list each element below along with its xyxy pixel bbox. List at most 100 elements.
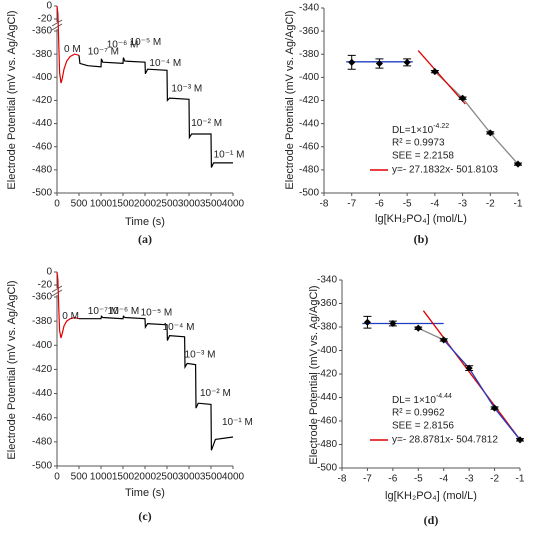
- y-axis-title: Electrode Potential (mV vs. Ag/AgCl): [308, 285, 320, 464]
- point: [403, 58, 411, 66]
- axis-break: [51, 23, 63, 31]
- x-tick-label: 2000: [134, 199, 157, 210]
- y-tick-label: -440: [32, 118, 52, 129]
- stat-dl-exp: -4.22: [433, 123, 449, 130]
- y-tick-label: -420: [317, 369, 337, 380]
- x-tick-label: 1500: [112, 472, 135, 483]
- y-tick-label: -460: [299, 141, 319, 152]
- x-tick-label: 2000: [134, 472, 157, 483]
- stat-dl: DL= 1×10-4.44: [392, 393, 452, 406]
- x-tick-label: -1: [514, 199, 523, 210]
- stat-dl-base: DL= 1×10: [392, 395, 436, 406]
- x-tick-label: 0: [54, 472, 60, 483]
- y-tick-label: -380: [32, 49, 52, 60]
- point: [431, 68, 439, 76]
- panel-label: (d): [424, 513, 439, 527]
- x-tick-label: -4: [439, 474, 448, 485]
- point: [389, 319, 397, 328]
- y-tick-label: -460: [317, 416, 337, 427]
- x-tick-label: 2500: [156, 472, 179, 483]
- y-tick-label: -440: [317, 392, 337, 403]
- x-tick-label: -6: [375, 199, 384, 210]
- y-tick-label: -500: [317, 463, 337, 474]
- y-axis-title: Electrode Potential (mV vs. Ag/AgCl): [284, 10, 296, 189]
- stat-dl-exp: -4.44: [436, 393, 452, 400]
- x-tick-label: -7: [347, 199, 356, 210]
- line-series: [56, 5, 80, 84]
- x-tick-label: 4000: [222, 472, 245, 483]
- x-tick-label: 3000: [178, 472, 201, 483]
- point: [375, 59, 383, 68]
- y-tick-label: -480: [32, 164, 52, 175]
- y-tick-label: -480: [299, 165, 319, 176]
- point: [363, 318, 371, 326]
- y-tick-label: -480: [32, 436, 52, 447]
- annotation: 10⁻⁵ M: [141, 307, 173, 318]
- stat-see: SEE = 2.2158: [392, 151, 454, 162]
- y-tick-label: -380: [317, 322, 337, 333]
- point: [459, 94, 467, 102]
- annotation: 0 M: [64, 44, 81, 55]
- point: [516, 436, 524, 444]
- y-tick-label: -420: [32, 364, 52, 375]
- annotation: 10⁻⁷ M: [88, 46, 119, 57]
- line-series: [443, 339, 521, 441]
- y-tick-label: -360: [299, 26, 319, 37]
- x-tick-label: 1000: [90, 199, 113, 210]
- y-tick-label: -340: [299, 3, 319, 14]
- annotation: 10⁻⁴ M: [149, 58, 181, 69]
- stat-r2: R² = 0.9962: [392, 408, 445, 419]
- line-series: [79, 315, 234, 451]
- panel-label: (b): [414, 232, 429, 246]
- x-tick-label: -7: [363, 474, 372, 485]
- annotation: 10⁻³ M: [171, 83, 202, 94]
- annotation: 10⁻⁷ M: [88, 306, 119, 317]
- x-tick-label: -3: [458, 199, 467, 210]
- annotation: 0 M: [62, 311, 79, 322]
- x-tick-label: 0: [54, 199, 60, 210]
- annotation: 10⁻⁶ M: [108, 306, 140, 317]
- y-axis-title: Electrode Potential (mV vs. Ag/AgCl): [6, 280, 18, 459]
- y-tick-label: -460: [32, 141, 52, 152]
- y-tick-label: -20: [38, 280, 53, 291]
- y-tick-label: -480: [317, 439, 337, 450]
- x-axis-title: Time (s): [125, 216, 165, 228]
- y-tick-label: -440: [299, 118, 319, 129]
- annotation: 10⁻³ M: [185, 350, 216, 361]
- panel-label: (c): [138, 509, 151, 523]
- x-tick-label: -8: [338, 474, 347, 485]
- x-tick-label: 3500: [200, 199, 223, 210]
- y-tick-label: -20: [38, 14, 53, 25]
- y-tick-label: -440: [32, 388, 52, 399]
- x-tick-label: -2: [486, 199, 495, 210]
- y-tick-label: -500: [299, 188, 319, 199]
- x-tick-label: -8: [320, 199, 329, 210]
- x-tick-label: 1000: [90, 472, 113, 483]
- point: [348, 58, 356, 66]
- axis-break: [51, 19, 63, 27]
- line-series: [56, 271, 80, 339]
- point: [414, 324, 422, 332]
- y-axis-title: Electrode Potential (mV vs. Ag/AgCl): [6, 10, 18, 189]
- x-tick-label: -6: [388, 474, 397, 485]
- annotation: 10⁻⁵ M: [130, 37, 162, 48]
- panel-label: (a): [138, 232, 152, 246]
- stat-dl: DL=1×10-4.22: [392, 123, 449, 136]
- x-tick-label: -4: [430, 199, 439, 210]
- x-tick-label: 500: [71, 472, 88, 483]
- y-tick-label: -360: [317, 298, 337, 309]
- y-tick-label: -500: [32, 461, 52, 472]
- x-tick-label: 3500: [200, 472, 223, 483]
- annotation: 10⁻¹ M: [214, 149, 245, 160]
- y-tick-label: -400: [32, 340, 52, 351]
- y-tick-label: -340: [317, 275, 337, 286]
- point: [440, 336, 448, 344]
- line-series: [417, 50, 466, 105]
- y-tick-label: -400: [299, 72, 319, 83]
- y-tick-label: -420: [299, 95, 319, 106]
- y-tick-label: -400: [32, 72, 52, 83]
- line-series: [78, 55, 233, 168]
- x-tick-label: -3: [465, 474, 474, 485]
